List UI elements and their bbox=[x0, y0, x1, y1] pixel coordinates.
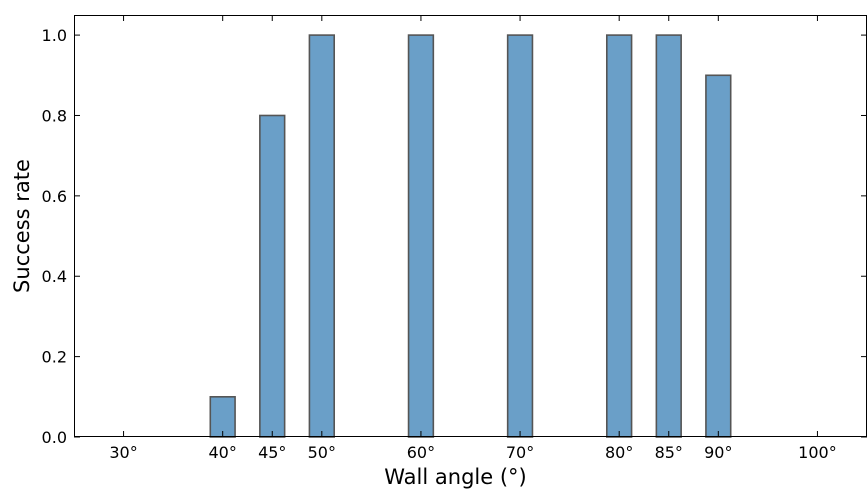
y-tick-label-0.8: 0.8 bbox=[42, 106, 67, 125]
bar-90 bbox=[705, 74, 732, 438]
ticks-layer bbox=[74, 15, 867, 438]
plot-frame bbox=[74, 15, 867, 437]
bar-70 bbox=[506, 34, 534, 438]
x-tick-label-45: 45° bbox=[258, 443, 286, 462]
y-tick-label-0: 0.0 bbox=[42, 428, 67, 447]
y-tick-label-0.6: 0.6 bbox=[42, 187, 67, 206]
y-axis-label: Success rate bbox=[10, 159, 34, 293]
x-tick-label-85: 85° bbox=[655, 443, 683, 462]
y-tick-label-0.2: 0.2 bbox=[42, 348, 67, 367]
bar-45 bbox=[259, 114, 286, 438]
bar-40 bbox=[209, 396, 236, 438]
x-tick-label-100: 100° bbox=[798, 443, 837, 462]
x-tick-label-80: 80° bbox=[605, 443, 633, 462]
bar-80 bbox=[605, 34, 633, 438]
x-tick-label-60: 60° bbox=[407, 443, 435, 462]
x-tick-label-50: 50° bbox=[308, 443, 336, 462]
x-tick-label-90: 90° bbox=[704, 443, 732, 462]
x-tick-label-70: 70° bbox=[506, 443, 534, 462]
tick-labels-layer: 30° 40° 45° 50° 60° 70° 80° 85° 90° 100° 0.0 0.2 0.4… bbox=[42, 26, 837, 462]
bar-60 bbox=[407, 34, 435, 438]
x-tick-label-30: 30° bbox=[109, 443, 137, 462]
y-tick-label-1: 1.0 bbox=[42, 26, 67, 45]
y-tick-label-0.4: 0.4 bbox=[42, 267, 67, 286]
bars-layer bbox=[209, 34, 732, 438]
bar-50 bbox=[308, 34, 336, 438]
x-axis-label: Wall angle (°) bbox=[384, 465, 526, 489]
bar-85 bbox=[655, 34, 682, 438]
x-tick-label-40: 40° bbox=[209, 443, 237, 462]
